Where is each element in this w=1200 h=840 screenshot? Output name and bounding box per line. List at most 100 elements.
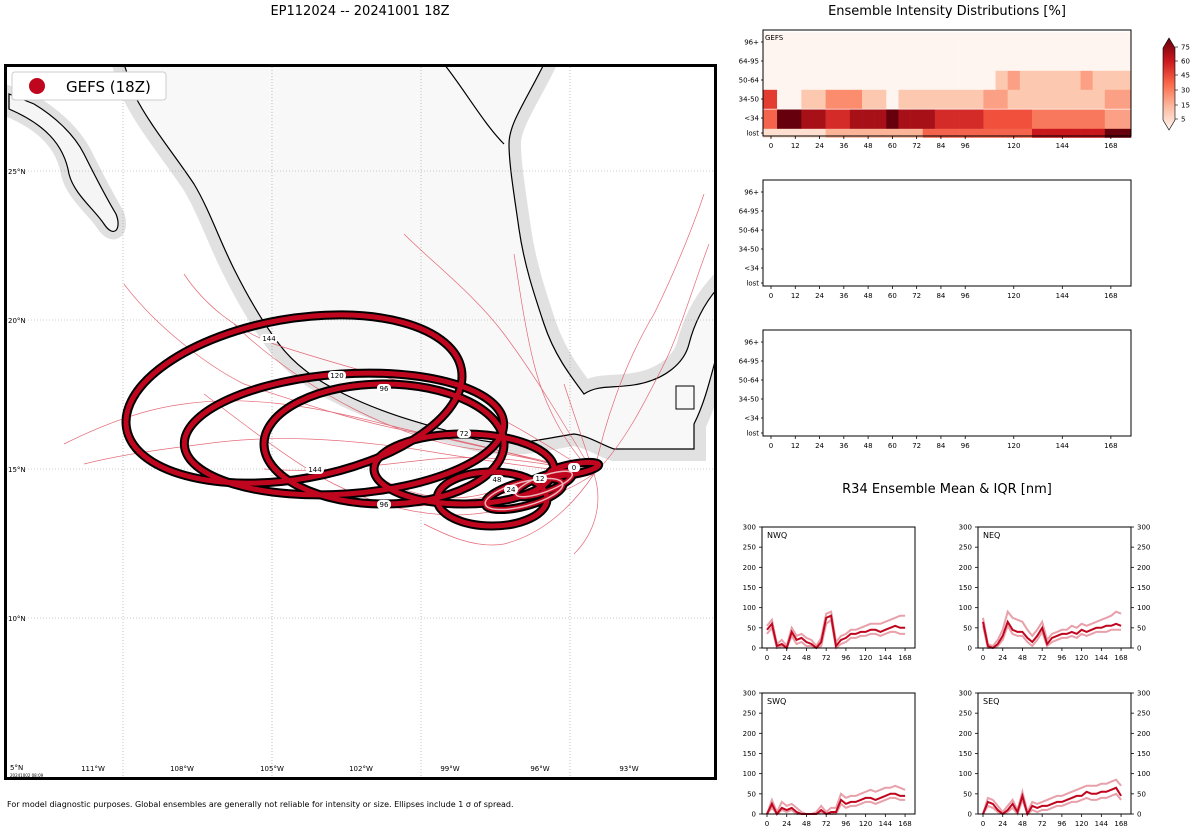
- heatmap-cell: [1104, 128, 1132, 138]
- intensity-frame-3: [762, 329, 1132, 437]
- r34-mean-line: [766, 792, 906, 816]
- svg-text:96: 96: [380, 501, 389, 509]
- heatmap-cell: [801, 70, 814, 90]
- lon-label: 93°W: [619, 765, 638, 773]
- ellipse-label: 12: [533, 474, 547, 483]
- intensity-x-label: 36: [839, 142, 848, 150]
- lat-label: 5°N: [10, 764, 23, 772]
- intensity-title: Ensemble Intensity Distributions [%]: [828, 4, 1066, 19]
- r34-x-label: 24: [998, 820, 1007, 828]
- r34-y-label: 300: [743, 690, 756, 698]
- heatmap-cell: [777, 128, 790, 138]
- intensity-y-label: 96+: [744, 339, 759, 347]
- heatmap-cell: [934, 32, 948, 52]
- r34-iqr-lower-line: [982, 792, 1122, 817]
- heatmap-cell: [825, 70, 839, 90]
- r34-x-label: 144: [879, 654, 893, 662]
- heatmap-cell: [947, 109, 960, 129]
- heatmap-cell: [1019, 89, 1033, 109]
- heatmap-cell: [849, 128, 863, 138]
- intensity-x-label: 96: [961, 442, 970, 448]
- r34-y-label: 200: [743, 564, 756, 572]
- heatmap-cell: [934, 109, 948, 129]
- heatmap-cell: [983, 51, 996, 71]
- heatmap-cell: [922, 89, 936, 109]
- r34-x-label: 168: [1114, 654, 1127, 662]
- heatmap-cell: [947, 70, 960, 90]
- intensity-x-label: 24: [815, 292, 824, 300]
- timestamp-stamp: 20241002 08:09: [10, 773, 44, 778]
- heatmap-cell: [837, 89, 851, 109]
- r34-y-label: 50: [1137, 790, 1146, 798]
- r34-y-label: 0: [1137, 645, 1141, 653]
- heatmap-cell: [862, 51, 875, 71]
- intensity-x-label: 120: [1007, 292, 1020, 300]
- ellipse-label: 0: [568, 463, 580, 472]
- heatmap-cell: [1044, 128, 1057, 138]
- intensity-y-label: <34: [744, 265, 759, 273]
- r34-x-label: 120: [859, 654, 872, 662]
- r34-x-label: 72: [822, 820, 831, 828]
- r34-y-label: 100: [1137, 604, 1150, 612]
- r34-x-label: 168: [898, 654, 911, 662]
- colorbar-tick-label: 5: [1181, 116, 1185, 124]
- svg-text:144: 144: [308, 466, 322, 474]
- heatmap-cell: [1092, 89, 1106, 109]
- heatmap-cell: [763, 128, 778, 138]
- r34-panel-nwq: NWQ 300 250 200 150 100 50 0 0 24 48 72 96 120 144 168: [743, 524, 916, 662]
- heatmap-cell: [789, 89, 802, 109]
- intensity-y-label: lost: [746, 280, 759, 288]
- heatmap-cell: [910, 70, 924, 90]
- r34-y-label: 250: [959, 710, 972, 718]
- heatmap-cell: [934, 51, 948, 71]
- heatmap-cell: [849, 51, 863, 71]
- ellipse-label: 48: [490, 475, 504, 484]
- r34-y-label: 50: [747, 790, 756, 798]
- heatmap-cell: [1080, 128, 1093, 138]
- heatmap-cell: [825, 32, 839, 52]
- heatmap-cell: [934, 128, 948, 138]
- r34-y-label: 150: [743, 750, 756, 758]
- r34-y-label: 250: [1137, 710, 1150, 718]
- heatmap-cell: [922, 51, 936, 71]
- r34-y-label: 50: [963, 790, 972, 798]
- intensity-x-label: 168: [1104, 292, 1117, 300]
- heatmap-cell: [1092, 32, 1106, 52]
- heatmap-cell: [1068, 32, 1081, 52]
- r34-panel-seq: SEQ 300 300 250 250 200 200 150 150 100 100 50 50 0 0 0…: [959, 690, 1151, 829]
- r34-y-label: 250: [1137, 544, 1150, 552]
- r34-y-label: 300: [1137, 690, 1150, 698]
- r34-x-label: 72: [822, 654, 831, 662]
- heatmap-cell: [874, 51, 887, 71]
- ellipse-label: 144: [260, 334, 278, 343]
- intensity-y-label: 50-64: [739, 77, 760, 85]
- heatmap-cell: [1019, 70, 1033, 90]
- heatmap-cell: [813, 89, 826, 109]
- heatmap-cell: [1092, 70, 1106, 90]
- heatmap-cell: [898, 32, 911, 52]
- heatmap-cell: [995, 128, 1008, 138]
- heatmap-cell: [874, 32, 887, 52]
- heatmap-cell: [1044, 51, 1057, 71]
- r34-y-label: 250: [743, 544, 756, 552]
- r34-x-label: 96: [841, 820, 850, 828]
- r34-x-label: 48: [1018, 654, 1027, 662]
- heatmap-cell: [1104, 70, 1132, 90]
- intensity-frame-1: [762, 29, 1132, 137]
- heatmap-cell: [1019, 128, 1033, 138]
- svg-text:144: 144: [262, 335, 276, 343]
- lon-label: 102°W: [349, 765, 373, 773]
- quadrant-label: SEQ: [983, 697, 999, 706]
- r34-y-label: 50: [1137, 624, 1146, 632]
- heatmap-cell: [837, 70, 851, 90]
- r34-y-label: 300: [959, 524, 972, 532]
- heatmap-cell: [825, 128, 839, 138]
- heatmap-cell: [789, 128, 802, 138]
- intensity-x-label: 48: [864, 142, 873, 150]
- heatmap-cell: [910, 32, 924, 52]
- heatmap-cell: [1044, 32, 1057, 52]
- legend-marker-icon: [29, 78, 45, 94]
- heatmap-cell: [983, 128, 996, 138]
- r34-y-label: 150: [1137, 750, 1150, 758]
- intensity-x-label: 84: [936, 442, 945, 448]
